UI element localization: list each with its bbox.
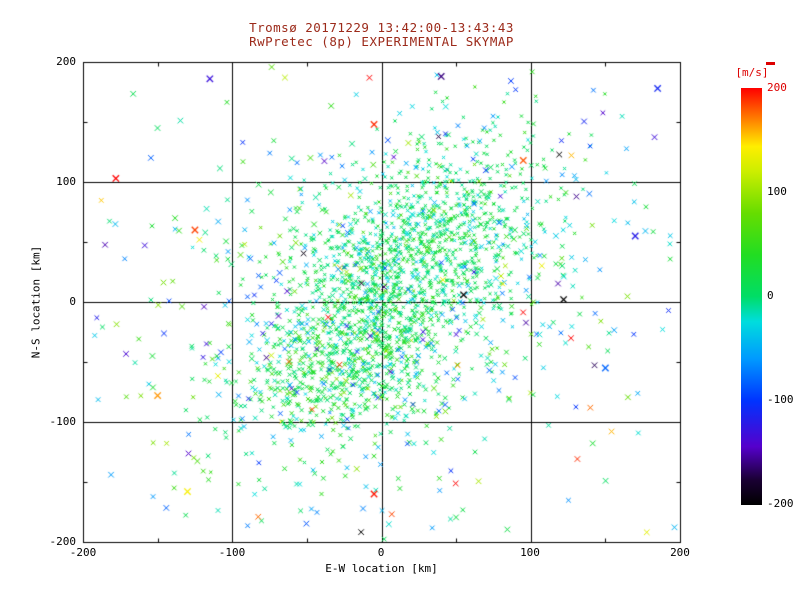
chart-title-line1: Tromsø 20171229 13:42:00-13:43:43	[249, 20, 514, 35]
chart-title-line2: RwPretec (8p) EXPERIMENTAL SKYMAP	[249, 34, 514, 49]
colorbar-top-marker	[766, 62, 775, 65]
x-tick-label: -200	[69, 546, 97, 559]
y-axis-label: N-S location [km]	[29, 245, 43, 359]
y-tick-label: -100	[49, 415, 77, 428]
y-tick-label: -200	[49, 535, 77, 548]
colorbar-units-label: [m/s]	[735, 66, 769, 79]
colorbar-tick-label: 100	[767, 185, 787, 198]
colorbar-tick-label: -200	[767, 497, 794, 510]
y-tick-label: 0	[69, 295, 76, 308]
y-tick-label: 100	[56, 175, 76, 188]
colorbar-tick-label: -100	[767, 393, 794, 406]
x-tick-label: -100	[218, 546, 246, 559]
colorbar-tick-label: 200	[767, 81, 787, 94]
y-tick-label: 200	[56, 55, 76, 68]
colorbar-tick-label: 0	[767, 289, 774, 302]
x-tick-label: 200	[670, 546, 690, 559]
x-axis-label: E-W location [km]	[325, 562, 438, 575]
x-tick-label: 0	[377, 546, 385, 559]
x-tick-label: 100	[520, 546, 540, 559]
colorbar	[741, 88, 762, 505]
